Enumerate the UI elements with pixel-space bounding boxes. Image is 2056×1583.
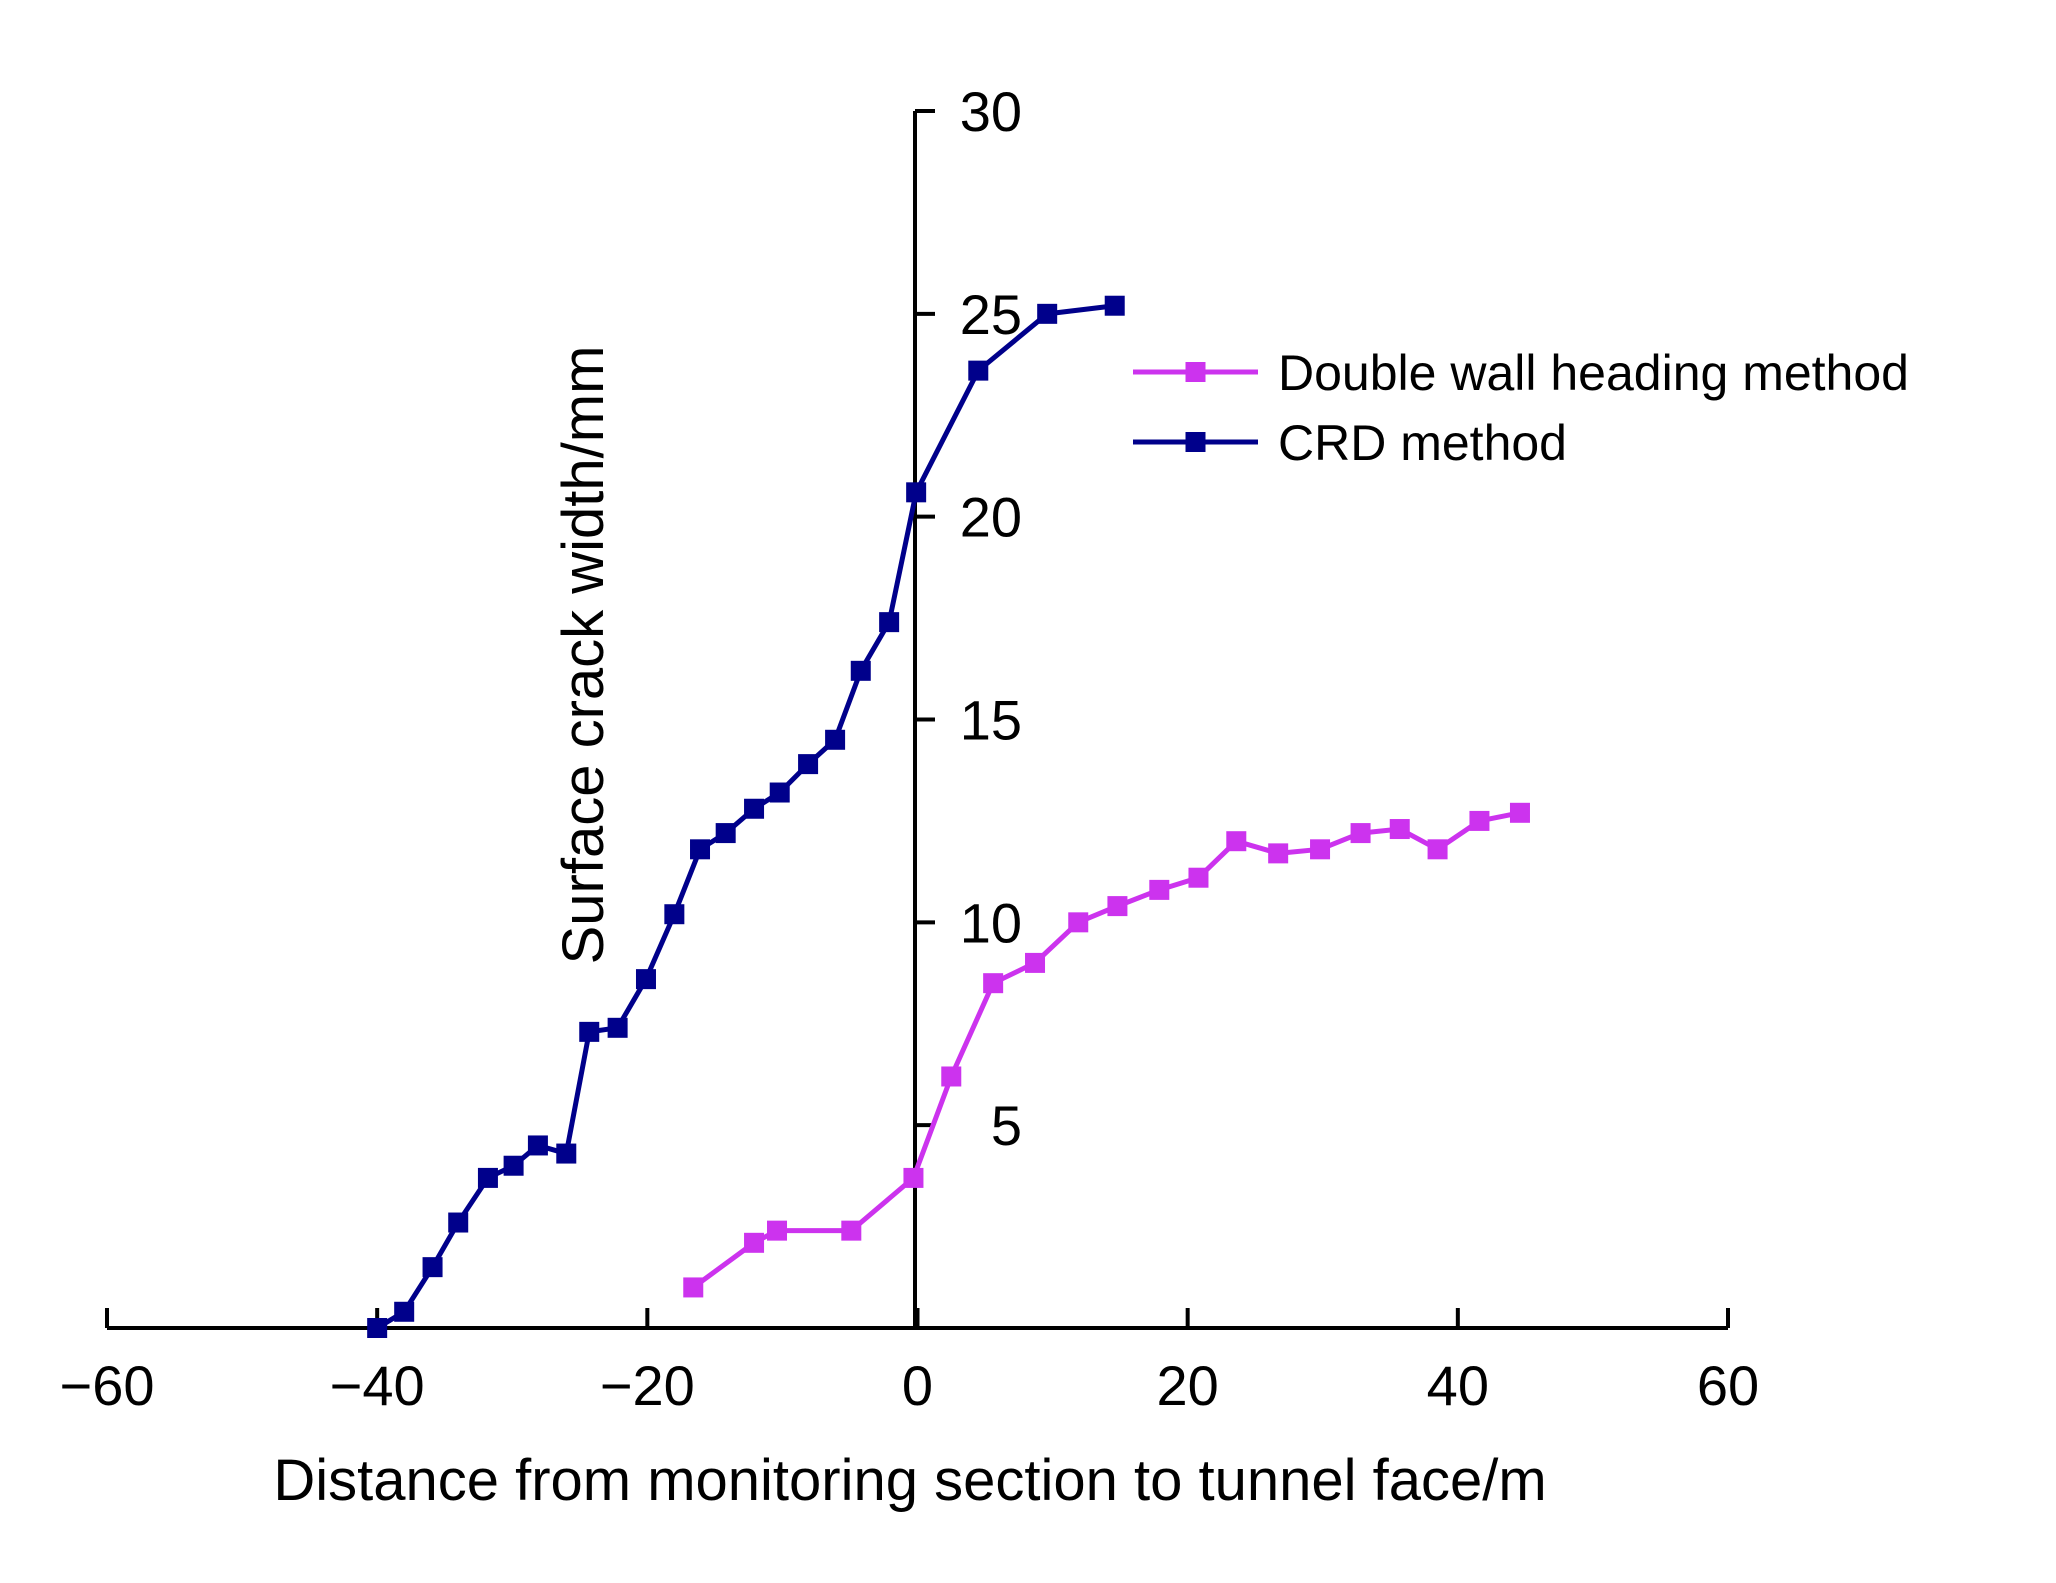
y-axis-title: Surface crack width/mm: [551, 346, 616, 965]
legend-entry: CRD method: [1133, 415, 1567, 471]
data-point-marker: [503, 1155, 524, 1176]
y-tick-label: 10: [960, 891, 1022, 954]
x-tick-label: 0: [902, 1354, 933, 1417]
data-point-marker: [607, 1017, 628, 1038]
data-point-marker: [744, 798, 765, 819]
data-point-marker: [1104, 295, 1125, 316]
data-point-marker: [1310, 839, 1331, 860]
axes: −60 −40 −20 0 20 40 60 5 10 15 20 25 30: [60, 80, 1760, 1417]
x-tick-label: 20: [1157, 1354, 1219, 1417]
data-point-marker: [579, 1021, 600, 1042]
data-point-marker: [394, 1301, 415, 1322]
data-point-marker: [769, 782, 790, 803]
data-point-marker: [767, 1220, 788, 1241]
legend-label: CRD method: [1278, 415, 1567, 471]
y-tick-label: 30: [960, 80, 1022, 143]
data-point-marker: [448, 1212, 469, 1233]
plot-series: [367, 295, 1530, 1338]
data-point-marker: [1068, 912, 1089, 933]
data-point-marker: [1037, 303, 1058, 324]
data-point-marker: [683, 1277, 704, 1298]
data-point-marker: [798, 754, 819, 775]
x-tick-label: −40: [330, 1354, 425, 1417]
y-tick-label: 5: [991, 1094, 1022, 1157]
data-point-marker: [1509, 802, 1530, 823]
data-point-marker: [1188, 867, 1209, 888]
data-point-marker: [1350, 823, 1371, 844]
legend-entry: Double wall heading method: [1133, 345, 1909, 401]
data-point-marker: [556, 1143, 577, 1164]
y-tick-label: 15: [960, 689, 1022, 752]
x-tick-label: 60: [1697, 1354, 1759, 1417]
y-axis-ticks: 5 10 15 20 25 30: [915, 80, 1022, 1157]
data-point-marker: [1226, 831, 1247, 852]
data-point-marker: [850, 660, 871, 681]
series-double-wall-heading-method: [683, 802, 1530, 1298]
data-point-marker: [1389, 819, 1410, 840]
legend-marker: [1185, 362, 1206, 382]
data-point-marker: [903, 1167, 924, 1188]
x-tick-label: 40: [1427, 1354, 1489, 1417]
x-axis-title: Distance from monitoring section to tunn…: [273, 1448, 1546, 1513]
data-point-marker: [367, 1318, 388, 1338]
data-point-marker: [879, 612, 900, 633]
data-point-marker: [715, 823, 736, 844]
legend: Double wall heading method CRD method: [1133, 345, 1909, 471]
data-point-marker: [1025, 952, 1046, 973]
data-point-marker: [664, 904, 685, 925]
data-point-marker: [968, 360, 989, 381]
x-tick-label: −60: [60, 1354, 155, 1417]
data-point-marker: [1149, 879, 1170, 900]
data-point-marker: [477, 1167, 498, 1188]
data-point-marker: [744, 1232, 765, 1253]
data-point-marker: [527, 1135, 548, 1156]
series-line: [691, 810, 1521, 1290]
data-point-marker: [983, 973, 1004, 994]
data-point-marker: [1469, 810, 1490, 831]
y-tick-label: 25: [960, 283, 1022, 346]
data-point-marker: [1107, 896, 1128, 917]
data-point-marker: [841, 1220, 862, 1241]
data-point-marker: [635, 969, 656, 990]
data-point-marker: [1268, 843, 1289, 864]
data-point-marker: [906, 482, 927, 503]
series-crd-method: [367, 295, 1125, 1338]
x-tick-label: −20: [600, 1354, 695, 1417]
data-point-marker: [1427, 839, 1448, 860]
data-point-marker: [941, 1066, 962, 1087]
legend-label: Double wall heading method: [1278, 345, 1909, 401]
x-axis-ticks: −60 −40 −20 0 20 40 60: [60, 1308, 1759, 1417]
legend-marker: [1185, 432, 1206, 452]
data-point-marker: [690, 839, 711, 860]
y-tick-label: 20: [960, 486, 1022, 549]
data-point-marker: [825, 729, 846, 750]
data-point-marker: [422, 1257, 443, 1278]
